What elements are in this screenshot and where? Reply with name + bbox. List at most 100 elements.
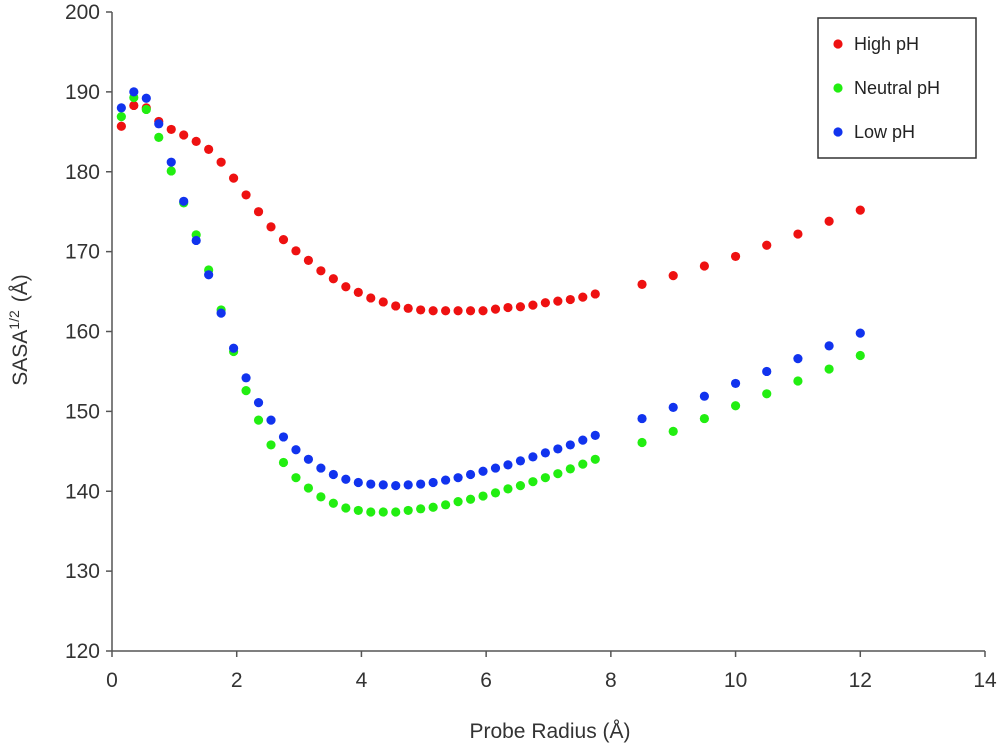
data-point — [590, 430, 600, 440]
data-point — [391, 301, 401, 311]
data-point — [465, 306, 476, 316]
data-point — [403, 505, 413, 516]
data-point — [341, 282, 351, 292]
data-point — [503, 460, 513, 470]
data-point — [428, 306, 438, 316]
data-point — [416, 504, 426, 514]
data-point — [291, 445, 301, 455]
data-point — [503, 484, 513, 494]
data-point — [191, 235, 201, 246]
data-point — [216, 308, 226, 318]
data-point — [278, 235, 289, 245]
data-point — [154, 119, 164, 129]
data-point — [528, 452, 538, 462]
data-point — [637, 279, 647, 289]
data-point — [166, 157, 176, 167]
data-point — [478, 466, 488, 476]
data-point — [540, 473, 550, 483]
data-point — [699, 391, 709, 401]
y-tick-label: 120 — [65, 640, 100, 663]
data-point — [565, 440, 575, 450]
data-point — [378, 507, 388, 517]
data-point — [278, 457, 289, 468]
x-axis-title: Probe Radius (Å) — [469, 720, 630, 743]
data-point — [503, 302, 513, 313]
data-point — [637, 437, 647, 448]
data-point — [553, 469, 563, 479]
data-point — [116, 103, 126, 113]
series-layer — [116, 87, 865, 517]
data-point — [416, 479, 426, 489]
y-tick-label: 130 — [65, 560, 100, 583]
data-point — [762, 366, 772, 377]
x-tick-label: 8 — [605, 669, 617, 692]
x-tick-label: 12 — [849, 669, 872, 692]
data-point — [465, 469, 476, 480]
data-point — [204, 270, 214, 280]
data-point — [353, 505, 363, 516]
y-tick-label: 160 — [65, 321, 100, 344]
data-point — [793, 229, 803, 239]
x-axis-ticks: 0 2 4 6 8 10 12 14 — [106, 651, 997, 692]
y-axis-ticks: 120 130 140 150 160 170 180 190 200 — [65, 1, 112, 663]
legend-label: Neutral pH — [854, 78, 940, 98]
data-point — [578, 459, 588, 469]
data-point — [129, 87, 139, 97]
data-point — [278, 432, 289, 442]
data-point — [403, 303, 413, 313]
data-point — [403, 480, 413, 490]
data-point — [855, 205, 865, 215]
legend: High pH Neutral pH Low pH — [817, 17, 977, 159]
data-point — [328, 498, 338, 508]
data-point — [824, 364, 834, 374]
data-point — [366, 293, 376, 303]
data-point — [855, 328, 865, 338]
data-point — [141, 93, 151, 103]
data-point — [378, 297, 388, 307]
data-point — [668, 426, 678, 436]
y-axis-title-unit: (Å) — [9, 274, 32, 302]
data-point — [478, 491, 488, 501]
data-point — [366, 507, 376, 517]
data-point — [793, 354, 803, 364]
data-point — [341, 474, 351, 484]
data-point — [179, 130, 189, 140]
data-point — [540, 448, 550, 458]
y-tick-label: 170 — [65, 241, 100, 264]
data-point — [116, 112, 126, 122]
data-point — [116, 121, 126, 131]
data-point — [303, 483, 314, 493]
legend-marker — [833, 83, 843, 93]
data-point — [166, 124, 176, 135]
data-point — [553, 444, 563, 454]
x-tick-label: 0 — [106, 669, 118, 692]
data-point — [366, 479, 376, 489]
data-point — [316, 463, 326, 473]
legend-label: Low pH — [854, 122, 915, 142]
data-point — [428, 477, 438, 488]
data-point — [228, 173, 239, 183]
data-point — [824, 341, 834, 351]
data-point — [129, 100, 139, 111]
legend-marker — [833, 39, 843, 49]
data-point — [253, 415, 264, 425]
data-point — [191, 136, 201, 146]
data-point — [428, 502, 438, 512]
x-tick-label: 6 — [480, 669, 492, 692]
data-point — [266, 415, 276, 425]
data-point — [391, 481, 401, 491]
data-point — [590, 289, 600, 299]
data-point — [668, 270, 678, 281]
data-point — [565, 464, 575, 474]
data-point — [303, 255, 314, 266]
data-point — [154, 132, 164, 143]
data-point — [730, 251, 741, 262]
data-point — [590, 454, 600, 464]
data-point — [578, 435, 588, 445]
legend-label: High pH — [854, 34, 919, 54]
data-point — [341, 503, 351, 513]
data-point — [441, 475, 451, 485]
data-point — [762, 240, 772, 250]
data-point — [166, 166, 176, 176]
data-point — [490, 304, 501, 314]
